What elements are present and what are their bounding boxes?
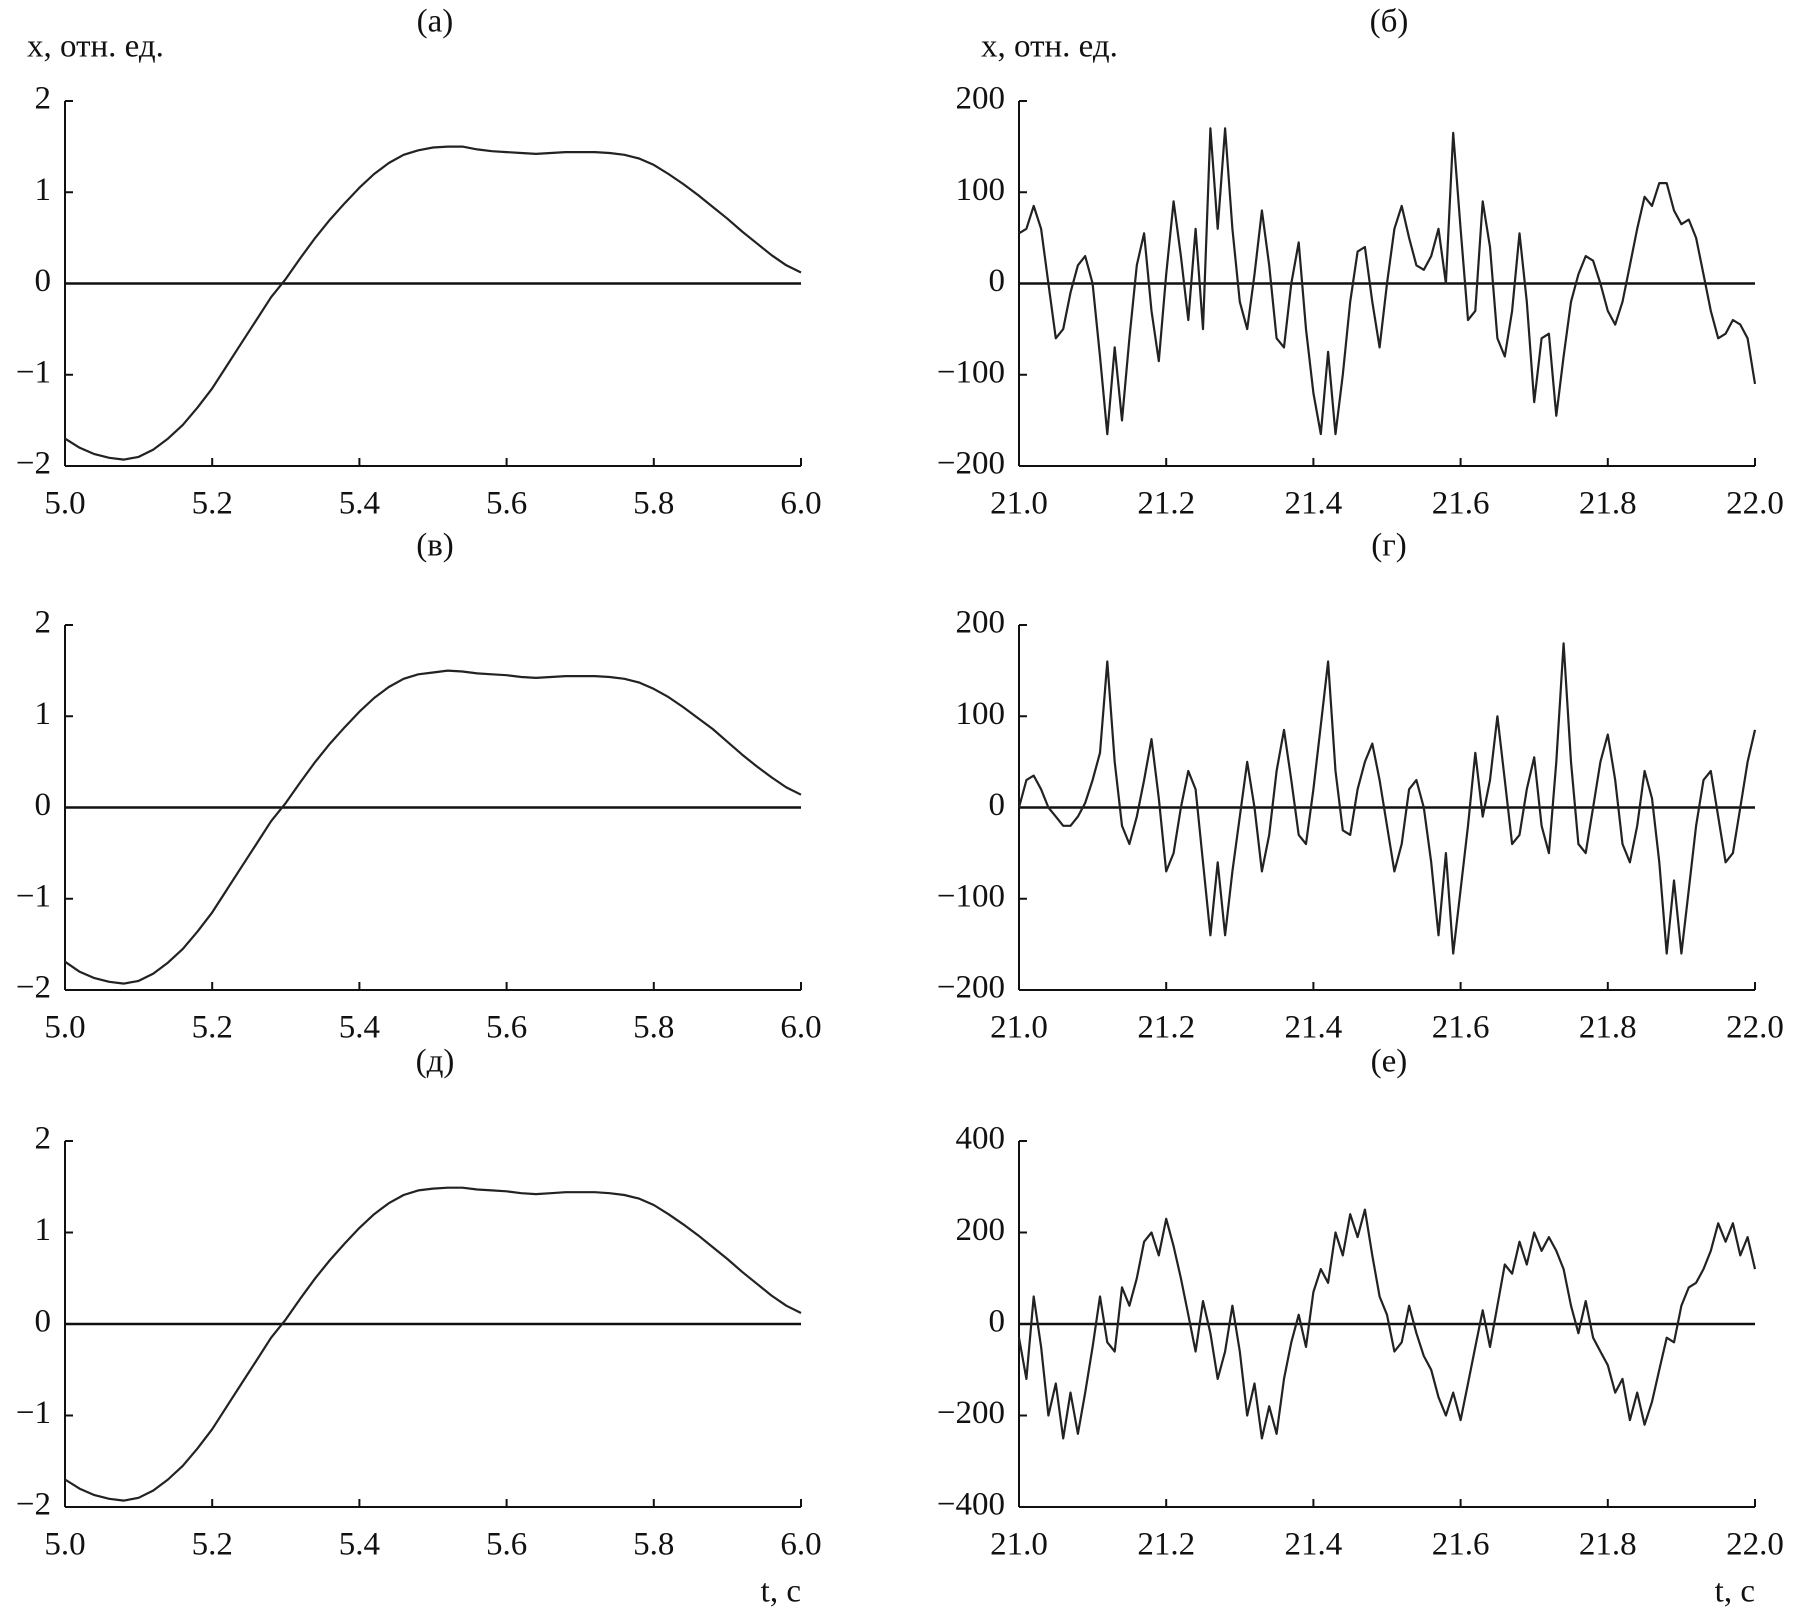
y-tick-label: 200 xyxy=(956,1212,1006,1248)
y-tick-label: −2 xyxy=(16,970,51,1006)
y-tick-label: −200 xyxy=(937,1395,1005,1431)
x-tick-label: 5.0 xyxy=(44,1527,85,1563)
y-tick-label: 2 xyxy=(35,605,52,641)
y-tick-label: −200 xyxy=(937,446,1005,482)
data-line xyxy=(1018,127,1757,436)
data-line xyxy=(64,1186,802,1502)
x-tick-label: 6.0 xyxy=(780,1527,821,1563)
panel-title: (б) xyxy=(1370,4,1409,40)
y-tick-label: 0 xyxy=(989,787,1006,823)
y-tick-label: 2 xyxy=(35,81,52,117)
y-tick-label: 0 xyxy=(989,263,1006,299)
x-tick-label: 21.0 xyxy=(990,1527,1048,1563)
y-tick-label: −1 xyxy=(16,354,51,390)
x-tick-label: 5.4 xyxy=(339,1527,380,1563)
y-tick-label: 2 xyxy=(35,1121,52,1157)
x-tick-label: 22.0 xyxy=(1726,1527,1784,1563)
x-tick-label: 5.2 xyxy=(192,1010,233,1046)
y-tick-label: −1 xyxy=(16,1395,51,1431)
y-tick-label: −400 xyxy=(937,1487,1005,1523)
x-tick-label: 5.8 xyxy=(633,1527,674,1563)
y-tick-label: 100 xyxy=(956,172,1006,208)
y-tick-label: −200 xyxy=(937,970,1005,1006)
y-tick-label: −1 xyxy=(16,878,51,914)
x-tick-label: 21.4 xyxy=(1285,486,1343,522)
y-tick-label: −100 xyxy=(937,354,1005,390)
x-tick-label: 5.4 xyxy=(339,1010,380,1046)
data-line xyxy=(1017,1208,1757,1440)
x-tick-label: 5.8 xyxy=(633,486,674,522)
x-tick-label: 21.6 xyxy=(1432,1527,1490,1563)
x-tick-label: 21.4 xyxy=(1285,1010,1343,1046)
x-tick-label: 22.0 xyxy=(1726,486,1784,522)
x-tick-label: 5.4 xyxy=(339,486,380,522)
y-tick-label: 0 xyxy=(989,1304,1006,1340)
x-tick-label: 5.0 xyxy=(44,1010,85,1046)
x-tick-label: 5.0 xyxy=(44,486,85,522)
x-tick-label: 21.6 xyxy=(1432,1010,1490,1046)
panel-title: (е) xyxy=(1371,1044,1408,1080)
y-tick-label: 200 xyxy=(956,81,1006,117)
x-tick-label: 5.8 xyxy=(633,1010,674,1046)
x-tick-label: 21.2 xyxy=(1137,1527,1195,1563)
x-tick-label: 21.0 xyxy=(990,1010,1048,1046)
x-tick-label: 6.0 xyxy=(780,486,821,522)
y-axis-label: x, отн. ед. xyxy=(27,29,164,65)
x-tick-label: 5.6 xyxy=(486,1010,527,1046)
x-axis-label: t, с xyxy=(1715,1574,1755,1610)
x-tick-label: 5.6 xyxy=(486,1527,527,1563)
y-tick-label: 1 xyxy=(35,696,52,732)
panel-title: (г) xyxy=(1371,528,1407,564)
x-tick-label: 5.2 xyxy=(192,1527,233,1563)
panel-title: (д) xyxy=(416,1044,455,1080)
x-tick-label: 22.0 xyxy=(1726,1010,1784,1046)
panel-title: (в) xyxy=(416,528,454,564)
y-tick-label: 200 xyxy=(956,605,1006,641)
x-tick-label: 5.2 xyxy=(192,486,233,522)
y-tick-label: −2 xyxy=(16,1487,51,1523)
y-axis-label: x, отн. ед. xyxy=(981,29,1118,65)
x-tick-label: 21.8 xyxy=(1579,1527,1637,1563)
panel-title: (а) xyxy=(417,4,454,40)
x-tick-label: 21.4 xyxy=(1285,1527,1343,1563)
x-axis-label: t, с xyxy=(761,1574,801,1610)
y-tick-label: 0 xyxy=(35,263,52,299)
x-tick-label: 21.8 xyxy=(1579,1010,1637,1046)
y-tick-label: −100 xyxy=(937,878,1005,914)
y-tick-label: −2 xyxy=(16,446,51,482)
x-tick-label: 21.6 xyxy=(1432,486,1490,522)
data-line xyxy=(64,145,802,461)
x-tick-label: 21.2 xyxy=(1137,486,1195,522)
x-tick-label: 21.2 xyxy=(1137,1010,1195,1046)
y-tick-label: 400 xyxy=(956,1121,1006,1157)
x-tick-label: 21.0 xyxy=(990,486,1048,522)
data-line xyxy=(64,669,802,985)
y-tick-label: 1 xyxy=(35,172,52,208)
y-tick-label: 100 xyxy=(956,696,1006,732)
data-line xyxy=(1017,642,1757,955)
x-tick-label: 6.0 xyxy=(780,1010,821,1046)
y-tick-label: 0 xyxy=(35,1304,52,1340)
y-tick-label: 1 xyxy=(35,1212,52,1248)
y-tick-label: 0 xyxy=(35,787,52,823)
x-tick-label: 5.6 xyxy=(486,486,527,522)
x-tick-label: 21.8 xyxy=(1579,486,1637,522)
